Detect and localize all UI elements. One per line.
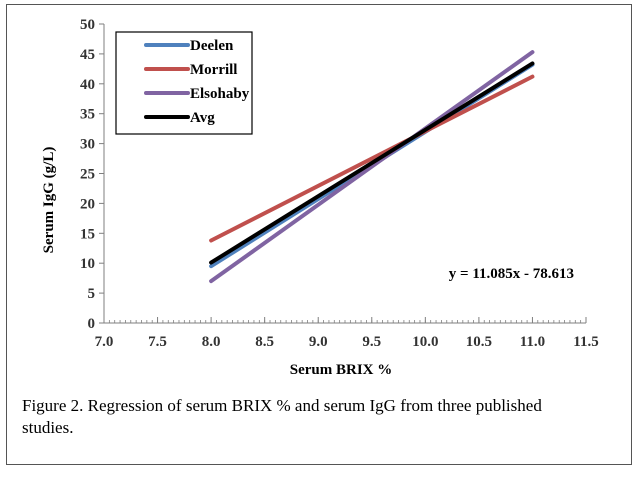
x-tick-label: 10.5 (466, 334, 492, 350)
series-line-avg (209, 61, 535, 265)
y-tick-label: 40 (80, 77, 95, 93)
regression-chart: 0 5 10 15 20 25 30 35 40 45 50 7.0 7.5 8.0 8.5 9.0 9.5 10… (41, 17, 599, 378)
y-tick-label: 15 (80, 226, 95, 242)
x-tick-label: 9.5 (362, 334, 381, 350)
x-tick-label: 11.0 (520, 334, 545, 350)
x-tick-label: 8.5 (255, 334, 274, 350)
legend-label-morrill: Morrill (190, 62, 237, 78)
x-axis-title: Serum BRIX % (290, 362, 393, 378)
figure-caption: Figure 2. Regression of serum BRIX % and… (22, 396, 542, 437)
y-tick-label: 20 (80, 196, 95, 212)
y-tick-label: 30 (80, 137, 95, 153)
x-tick-label: 9.0 (309, 334, 328, 350)
y-tick-label: 25 (80, 167, 95, 183)
series-line-morrill (209, 74, 535, 243)
series-line-elsohaby (209, 50, 535, 284)
x-tick-label: 8.0 (202, 334, 221, 350)
y-tick-label: 5 (88, 286, 96, 302)
y-tick-label: 35 (80, 107, 95, 123)
legend-label-avg: Avg (190, 110, 215, 126)
y-tick-label: 50 (80, 17, 95, 33)
y-tick-label: 0 (88, 316, 96, 332)
figure-frame (6, 4, 632, 465)
y-axis-title: Serum IgG (g/L) (41, 147, 57, 254)
x-tick-label: 7.0 (95, 334, 114, 350)
x-tick-label: 10.0 (412, 334, 438, 350)
y-tick-label: 10 (80, 256, 95, 272)
legend-label-deelen: Deelen (190, 38, 234, 54)
x-tick-label: 11.5 (573, 334, 598, 350)
regression-equation: y = 11.085x - 78.613 (449, 266, 574, 282)
legend-label-elsohaby: Elsohaby (190, 86, 250, 102)
x-tick-label: 7.5 (148, 334, 167, 350)
y-tick-label: 45 (80, 47, 95, 63)
